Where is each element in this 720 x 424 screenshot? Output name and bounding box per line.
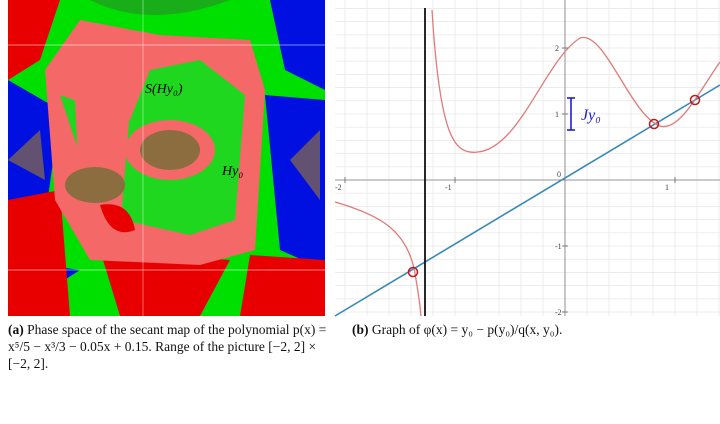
annotation: Jy₀ [581,107,601,124]
graph: Jy₀ -2-11221-1-20 [334,0,720,317]
origin-label: 0 [557,170,561,179]
fixed-point [648,118,660,130]
y-tick-label: 1 [555,110,559,119]
phase-space-image [8,0,325,316]
curve [431,9,720,153]
y-tick-label: 2 [555,44,559,53]
x-tick-label: -1 [445,183,452,192]
caption-text: Graph of φ(x) = y₀ − p(y₀)/q(x, y₀). [371,322,563,337]
x-tick-label: -2 [335,183,342,192]
fixed-point [689,94,701,106]
caption-label: (a) [8,322,24,337]
caption-text: Phase space of the secant map of the pol… [8,322,327,371]
y-tick-label: -1 [555,242,562,251]
y-tick-label: -2 [555,308,562,317]
caption: (a) Phase space of the secant map of the… [8,321,328,372]
fixed-point [407,266,419,278]
interval-bracket [567,97,575,131]
curve [334,201,422,317]
figure: S(Hy₀) Hy₀ Jy₀ -2-11221-1-20 [8,0,720,317]
annotation: S(Hy₀) [145,82,183,97]
annotation: Hy₀ [221,164,243,179]
caption-label: (b) [352,322,369,337]
x-tick-label: 1 [665,183,669,192]
caption: (b) Graph of φ(x) = y₀ − p(y₀)/q(x, y₀). [352,321,712,338]
